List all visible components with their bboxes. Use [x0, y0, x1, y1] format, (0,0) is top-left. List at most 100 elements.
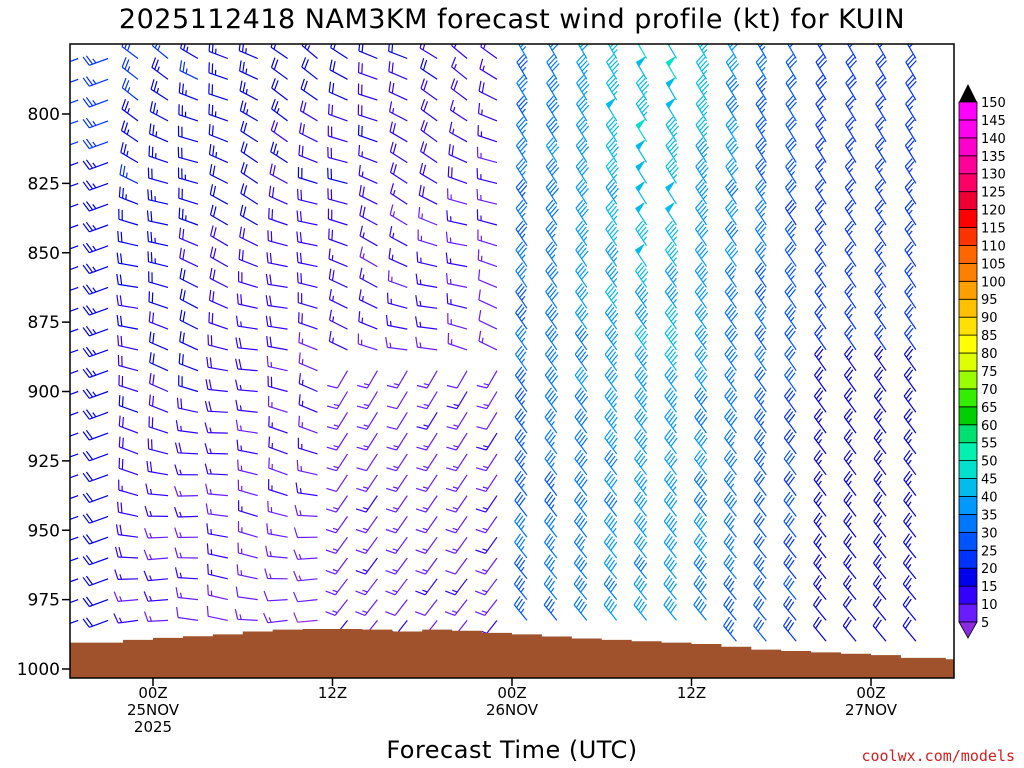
wind-barb	[904, 220, 917, 247]
wind-barb	[664, 449, 678, 476]
wind-barb	[814, 220, 827, 247]
wind-barb	[604, 304, 619, 330]
wind-barb	[389, 121, 408, 143]
credit-link[interactable]: coolwx.com/models	[861, 747, 1015, 765]
wind-barb	[263, 612, 288, 624]
wind-barb	[724, 366, 737, 392]
wind-barb	[266, 355, 288, 372]
wind-barb	[298, 332, 318, 351]
wind-barb	[575, 241, 589, 267]
wind-barb	[420, 58, 438, 80]
colorbar-swatch	[958, 531, 978, 551]
wind-barb	[143, 570, 169, 582]
wind-barb	[179, 60, 199, 80]
wind-barb	[269, 163, 288, 184]
wind-barb	[296, 459, 318, 476]
wind-barb	[813, 429, 827, 455]
wind-barb	[574, 449, 588, 476]
wind-barb	[444, 599, 468, 616]
wind-barb	[385, 314, 408, 330]
colorbar-swatch	[958, 280, 978, 300]
colorbar-label: 35	[981, 508, 998, 523]
wind-barb	[693, 533, 708, 559]
wind-barb	[114, 546, 139, 559]
wind-barb	[446, 210, 468, 226]
wind-barb	[448, 143, 468, 164]
wind-barb	[176, 607, 198, 621]
wind-barb	[415, 516, 438, 534]
wind-barb	[544, 470, 558, 496]
wind-barb	[477, 103, 498, 122]
wind-barb	[813, 575, 827, 600]
wind-barb	[575, 283, 589, 309]
wind-barb	[297, 437, 318, 455]
wind-barb	[755, 95, 768, 122]
wind-barb	[451, 44, 468, 59]
wind-barb	[635, 95, 650, 122]
wind-barb	[174, 442, 198, 455]
wind-barb	[783, 575, 797, 600]
wind-barb	[114, 569, 139, 580]
wind-barb	[665, 220, 679, 247]
wind-barb	[446, 370, 468, 389]
wind-barb-pennant	[665, 181, 675, 193]
x-tick-label: 00Z	[497, 684, 526, 702]
wind-barb	[515, 304, 528, 330]
wind-barb	[783, 616, 797, 642]
wind-barb	[328, 81, 348, 101]
wind-barb	[904, 262, 917, 288]
wind-barb	[294, 504, 318, 517]
wind-barb	[330, 44, 348, 60]
wind-barb	[874, 116, 887, 143]
wind-barb	[664, 366, 678, 392]
wind-barb	[843, 575, 857, 600]
wind-barb	[903, 491, 917, 517]
wind-barb	[386, 432, 408, 451]
wind-barb	[843, 449, 857, 476]
wind-barb	[876, 44, 887, 59]
wind-barb	[842, 616, 857, 642]
wind-barb	[633, 575, 648, 600]
wind-barb	[543, 595, 558, 621]
wind-barb	[387, 270, 408, 288]
wind-barb	[603, 575, 618, 600]
wind-barb	[474, 578, 498, 596]
wind-barb	[695, 179, 709, 205]
wind-barb	[874, 199, 887, 226]
wind-barb	[575, 137, 590, 163]
wind-barb	[634, 449, 648, 476]
wind-barb	[82, 388, 109, 399]
wind-barb	[117, 230, 139, 247]
wind-barb	[298, 394, 318, 413]
wind-barb	[205, 379, 228, 393]
wind-barb	[575, 220, 589, 247]
wind-barb	[695, 53, 710, 80]
wind-barb	[298, 312, 318, 330]
wind-barb	[634, 429, 648, 455]
wind-barb	[235, 586, 258, 601]
wind-barb	[235, 419, 258, 434]
wind-barb	[328, 103, 348, 122]
wind-barb	[178, 375, 199, 393]
wind-barb	[174, 547, 198, 559]
wind-barb	[634, 324, 649, 351]
wind-barb	[116, 252, 139, 268]
wind-barb	[514, 470, 528, 496]
wind-barb	[179, 309, 199, 330]
wind-barb	[814, 158, 827, 184]
wind-barb	[694, 220, 709, 247]
wind-barb	[82, 471, 109, 483]
wind-barb	[784, 304, 797, 330]
wind-barb	[415, 495, 438, 513]
chart-title: 2025112418 NAM3KM forecast wind profile …	[119, 4, 905, 35]
wind-barb	[905, 74, 917, 101]
wind-barb	[874, 179, 887, 205]
wind-barb	[693, 491, 708, 517]
wind-barb	[815, 74, 828, 101]
wind-barb	[476, 391, 498, 410]
wind-barb	[178, 104, 199, 122]
wind-barb	[476, 370, 498, 389]
wind-barb	[633, 533, 648, 559]
wind-barb	[693, 554, 707, 580]
y-tick-label: 1000	[17, 660, 60, 680]
